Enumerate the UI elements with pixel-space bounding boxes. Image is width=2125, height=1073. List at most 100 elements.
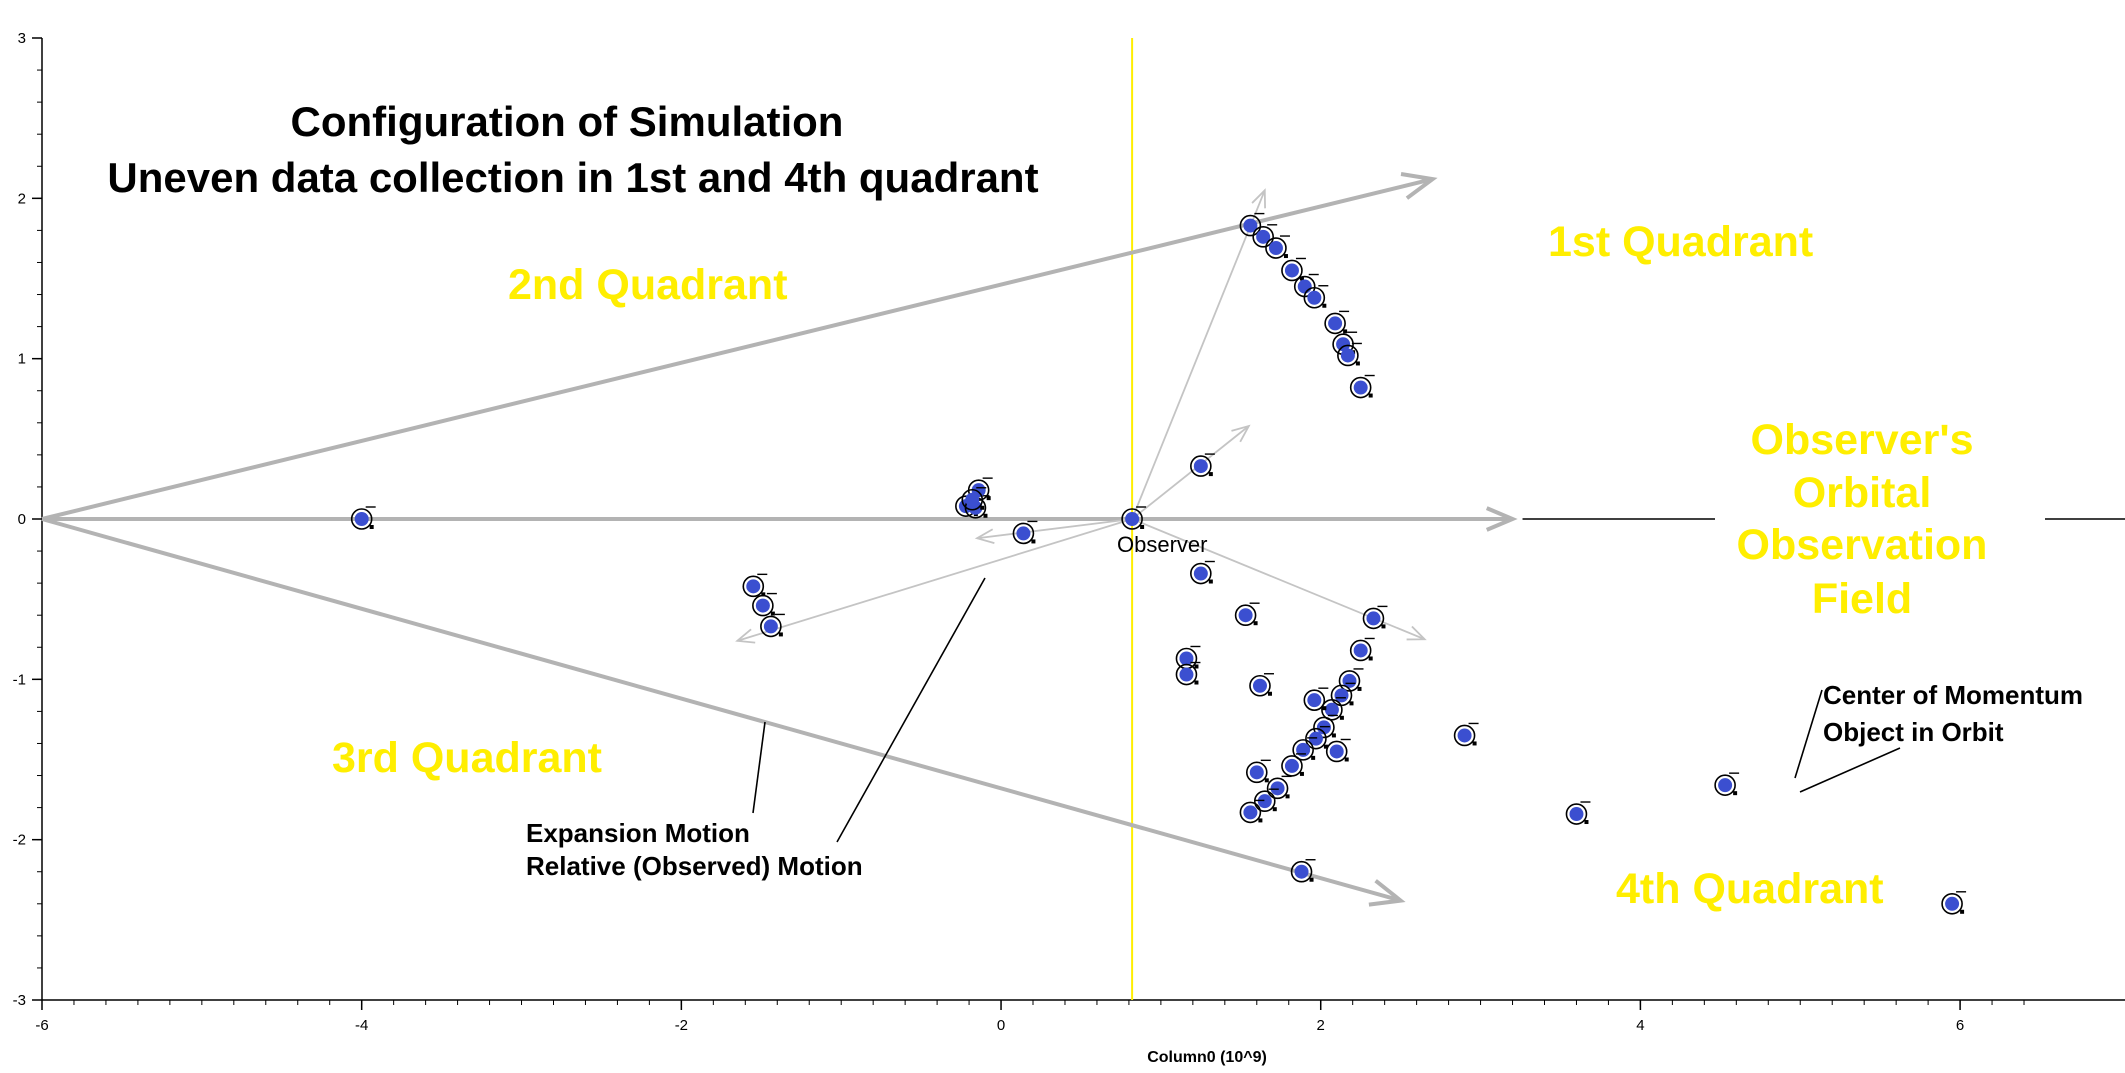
point-marker: [1309, 877, 1314, 882]
point-marker: [1368, 393, 1373, 398]
point-dot: [1336, 337, 1351, 352]
point-ring: [1362, 607, 1385, 630]
data-point: [1349, 374, 1375, 399]
point-ring: [1253, 790, 1276, 812]
data-point: [1325, 738, 1351, 763]
x-tick-label: -2: [675, 1017, 688, 1034]
data-point: [1253, 788, 1279, 812]
arrow-lower-shaft: [41, 517, 1402, 903]
point-ring: [1190, 562, 1212, 585]
center-of-momentum-label: Center of Momentum: [1823, 680, 2083, 710]
point-marker: [980, 505, 985, 510]
point-ring: [752, 594, 774, 617]
point-ring: [1292, 739, 1314, 761]
point-marker: [983, 513, 988, 518]
relative-motion-label: Relative (Observed) Motion: [526, 851, 863, 881]
point-dot: [1296, 742, 1311, 757]
data-point: [1190, 560, 1215, 585]
vector-lower-right-head: [1406, 625, 1427, 641]
leader-center-2: [1799, 747, 1901, 793]
point-dot: [1270, 781, 1285, 796]
arrow-upper: [41, 172, 1438, 521]
point-ring: [1303, 286, 1326, 309]
point-marker: [761, 592, 766, 597]
vector-lower-left-head: [735, 628, 756, 644]
point-marker: [1343, 329, 1348, 334]
point-marker: [1322, 706, 1327, 711]
point-dot: [1945, 896, 1960, 911]
point-dot: [1016, 526, 1031, 541]
point-dot: [1297, 279, 1312, 294]
chart-title-line-1: Configuration of Simulation: [291, 98, 844, 145]
data-point: [1239, 799, 1265, 824]
point-marker: [1339, 715, 1344, 720]
vector-upper-right-head: [1231, 424, 1251, 443]
point-dot: [1243, 218, 1258, 233]
x-tick-label: -4: [355, 1017, 368, 1034]
y-tick-label: 0: [18, 511, 26, 528]
point-ring: [961, 488, 984, 511]
point-marker: [1368, 656, 1373, 661]
point-dot: [1569, 807, 1584, 822]
point-dot: [1238, 608, 1253, 623]
point-dot: [1340, 348, 1355, 363]
arrow-upper-head: [1400, 172, 1438, 200]
arrow-lower: [41, 517, 1406, 907]
point-marker: [1357, 686, 1362, 691]
data-point: [1234, 602, 1260, 627]
point-ring: [1305, 727, 1327, 750]
point-ring: [1349, 376, 1372, 399]
data-point: [1281, 753, 1306, 777]
point-dot: [1284, 263, 1299, 278]
point-marker: [986, 496, 991, 501]
point-marker: [1311, 755, 1316, 760]
data-point: [1337, 342, 1362, 367]
y-tick-label: 1: [18, 351, 26, 368]
data-point: [1303, 687, 1329, 711]
vector-upper-right: [1131, 424, 1251, 520]
x-tick-label: 2: [1317, 1017, 1325, 1034]
point-marker: [770, 611, 775, 616]
x-tick-label: 6: [1956, 1017, 1964, 1034]
data-point: [1313, 714, 1338, 739]
y-tick-label: -1: [13, 671, 26, 688]
point-dot: [1342, 673, 1357, 688]
data-point: [350, 506, 376, 530]
point-dot: [1294, 864, 1309, 879]
expansion-motion-label: Expansion Motion: [526, 818, 750, 848]
point-marker: [1031, 539, 1036, 544]
point-ring: [1249, 674, 1271, 697]
data-point: [1265, 235, 1290, 259]
point-dot: [1324, 702, 1339, 717]
chart-title-line-2: Uneven data collection in 1st and 4th qu…: [107, 154, 1038, 201]
point-ring: [1190, 455, 1212, 477]
point-dot: [1179, 667, 1194, 682]
quadrant-label-2nd: 2nd Quadrant: [508, 261, 788, 309]
field-label-line-1: Observer's: [1751, 416, 1974, 464]
point-marker: [1140, 525, 1145, 529]
point-ring: [760, 615, 782, 638]
field-label-line-3: Observation: [1737, 521, 1988, 569]
point-dot: [1243, 805, 1258, 820]
point-ring: [742, 575, 765, 598]
point-marker: [1208, 579, 1213, 584]
y-tick-label: -3: [13, 992, 26, 1009]
annotations: Configuration of Simulation Uneven data …: [107, 98, 2083, 1066]
point-marker: [1331, 733, 1336, 738]
leader-expansion: [752, 721, 766, 814]
data-point: [1175, 661, 1201, 686]
point-dot: [354, 512, 369, 526]
point-dot: [1256, 229, 1271, 244]
point-dot: [755, 598, 770, 613]
point-marker: [369, 525, 374, 529]
point-ring: [1266, 777, 1289, 800]
point-ring: [350, 508, 373, 530]
data-points: [350, 212, 1967, 915]
point-marker: [1194, 680, 1199, 685]
point-dot: [1353, 380, 1368, 395]
arrow-lower-head: [1368, 879, 1406, 907]
quadrant-label-3rd: 3rd Quadrant: [332, 734, 602, 782]
point-ring: [1175, 663, 1198, 686]
data-point: [1321, 697, 1346, 721]
point-dot: [1249, 765, 1264, 780]
